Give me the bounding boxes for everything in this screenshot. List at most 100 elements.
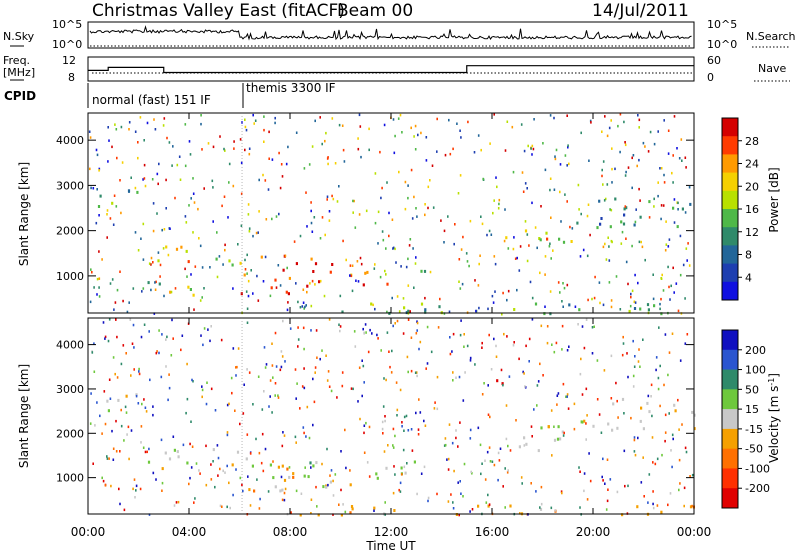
heatmap-cell [310, 257, 313, 261]
heatmap-cell [458, 513, 460, 517]
heatmap-cell [101, 476, 103, 480]
heatmap-cell [403, 306, 406, 310]
heatmap-cell [207, 328, 209, 331]
heatmap-cell [319, 116, 321, 119]
heatmap-cell [156, 172, 159, 176]
heatmap-cell [614, 167, 616, 171]
heatmap-cell [663, 173, 665, 177]
heatmap-cell [643, 495, 645, 498]
heatmap-cell [221, 204, 223, 208]
heatmap-cell [120, 424, 123, 428]
heatmap-cell [142, 446, 145, 449]
heatmap-cell [385, 247, 387, 250]
heatmap-cell [392, 427, 395, 431]
heatmap-cell [108, 139, 110, 142]
heatmap-cell [413, 195, 415, 199]
velocity-ytick-label: 2000 [56, 427, 84, 440]
heatmap-cell [161, 228, 163, 232]
heatmap-cell [568, 303, 571, 307]
heatmap-cell [447, 457, 450, 461]
heatmap-cell [262, 469, 265, 473]
heatmap-cell [664, 249, 667, 252]
heatmap-cell [394, 247, 396, 251]
heatmap-cell [389, 365, 391, 369]
heatmap-cell [492, 301, 495, 304]
heatmap-cell [531, 144, 534, 148]
heatmap-cell [118, 487, 120, 491]
heatmap-cell [200, 122, 202, 126]
heatmap-cell [590, 121, 592, 124]
heatmap-cell [254, 119, 257, 122]
heatmap-cell [361, 394, 363, 398]
heatmap-cell [621, 353, 624, 357]
heatmap-cell [281, 444, 284, 448]
heatmap-cell [648, 410, 651, 414]
heatmap-cell [139, 116, 142, 119]
heatmap-cell [533, 408, 535, 411]
heatmap-cell [243, 383, 245, 386]
heatmap-cell [165, 365, 167, 368]
heatmap-cell [173, 448, 176, 452]
heatmap-cell [693, 427, 696, 431]
heatmap-cell [558, 237, 561, 241]
heatmap-cell [670, 284, 672, 288]
heatmap-cell [106, 399, 109, 403]
heatmap-cell [229, 506, 231, 510]
heatmap-cell [125, 394, 128, 398]
heatmap-cell [305, 191, 307, 194]
heatmap-cell [473, 151, 476, 154]
heatmap-cell [106, 457, 109, 460]
heatmap-cell [409, 310, 411, 313]
heatmap-cell [224, 243, 226, 247]
heatmap-cell [142, 222, 145, 226]
heatmap-cell [104, 484, 107, 487]
heatmap-cell [491, 294, 494, 298]
heatmap-cell [233, 140, 235, 143]
heatmap-cell [588, 159, 590, 162]
heatmap-cell [207, 142, 210, 145]
heatmap-cell [89, 422, 92, 425]
heatmap-cell [623, 449, 626, 453]
heatmap-cell [120, 362, 123, 366]
heatmap-cell [294, 368, 297, 371]
heatmap-cell [306, 290, 308, 294]
heatmap-cell [466, 260, 469, 263]
heatmap-cell [521, 482, 523, 485]
heatmap-cell [324, 139, 326, 143]
heatmap-cell [415, 332, 418, 335]
heatmap-cell [444, 443, 447, 447]
heatmap-cell [381, 420, 384, 424]
heatmap-cell [152, 261, 154, 264]
heatmap-cell [303, 307, 305, 310]
heatmap-cell [608, 281, 611, 284]
heatmap-cell [556, 437, 560, 441]
heatmap-cell [152, 202, 155, 205]
heatmap-cell [323, 294, 326, 298]
heatmap-cell [425, 367, 427, 370]
heatmap-cell [201, 388, 204, 392]
heatmap-cell [638, 240, 641, 244]
heatmap-cell [158, 329, 160, 332]
heatmap-cell [550, 409, 553, 412]
heatmap-cell [306, 225, 308, 228]
heatmap-cell [134, 496, 136, 499]
heatmap-cell [474, 279, 476, 282]
heatmap-cell [611, 147, 613, 150]
heatmap-cell [393, 509, 396, 512]
heatmap-cell [194, 497, 196, 500]
heatmap-cell [393, 151, 396, 155]
heatmap-cell [137, 141, 139, 144]
heatmap-cell [430, 350, 433, 354]
heatmap-cell [246, 321, 249, 324]
heatmap-cell [189, 476, 191, 480]
heatmap-cell [665, 243, 668, 246]
heatmap-cell [679, 482, 681, 485]
heatmap-cell [561, 491, 563, 495]
heatmap-cell [226, 431, 229, 434]
heatmap-cell [108, 318, 111, 321]
heatmap-cell [557, 392, 560, 395]
heatmap-cell [377, 210, 380, 214]
heatmap-cell [425, 159, 428, 162]
heatmap-cell [152, 471, 155, 475]
heatmap-cell [264, 366, 267, 369]
